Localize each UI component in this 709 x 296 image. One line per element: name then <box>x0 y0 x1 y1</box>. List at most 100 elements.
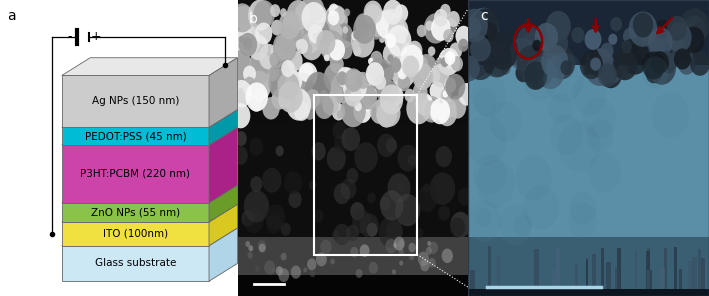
Circle shape <box>329 87 343 105</box>
Circle shape <box>332 103 345 120</box>
Circle shape <box>476 160 515 208</box>
Circle shape <box>257 240 266 251</box>
Circle shape <box>344 9 350 16</box>
Circle shape <box>548 46 576 79</box>
Circle shape <box>399 249 404 255</box>
Circle shape <box>633 12 653 38</box>
Circle shape <box>262 168 281 193</box>
Circle shape <box>329 23 342 41</box>
Bar <box>313 95 417 255</box>
Circle shape <box>368 58 374 65</box>
Circle shape <box>360 213 379 238</box>
Circle shape <box>683 27 705 53</box>
Circle shape <box>337 67 353 88</box>
Circle shape <box>398 67 407 79</box>
Circle shape <box>298 62 318 87</box>
Circle shape <box>250 95 263 112</box>
Polygon shape <box>62 246 209 281</box>
Circle shape <box>379 196 390 210</box>
Polygon shape <box>209 127 238 203</box>
Circle shape <box>328 4 339 17</box>
Circle shape <box>447 11 460 27</box>
Circle shape <box>379 217 403 248</box>
Circle shape <box>450 43 462 59</box>
Circle shape <box>321 28 334 44</box>
Circle shape <box>417 186 437 212</box>
Circle shape <box>294 26 310 48</box>
Circle shape <box>364 7 389 40</box>
Circle shape <box>299 1 316 21</box>
Circle shape <box>305 107 315 120</box>
Circle shape <box>330 259 335 265</box>
Text: a: a <box>7 9 16 23</box>
Circle shape <box>306 72 330 104</box>
Circle shape <box>450 58 461 72</box>
Circle shape <box>398 145 418 171</box>
Circle shape <box>244 208 264 234</box>
Circle shape <box>582 98 616 139</box>
Polygon shape <box>209 110 238 145</box>
Circle shape <box>320 30 344 62</box>
Circle shape <box>451 56 463 72</box>
Circle shape <box>389 17 408 43</box>
Circle shape <box>638 31 664 63</box>
Circle shape <box>243 37 252 49</box>
Text: P3HT:PCBM (220 nm): P3HT:PCBM (220 nm) <box>80 169 191 179</box>
Circle shape <box>608 34 618 45</box>
Circle shape <box>393 81 403 94</box>
Circle shape <box>408 243 415 252</box>
Circle shape <box>430 81 445 101</box>
Circle shape <box>271 20 283 36</box>
Circle shape <box>623 28 637 45</box>
Circle shape <box>356 269 362 278</box>
Circle shape <box>610 17 622 31</box>
Circle shape <box>238 36 244 43</box>
Circle shape <box>296 4 310 22</box>
Text: +: + <box>91 30 101 43</box>
Circle shape <box>281 253 286 260</box>
Circle shape <box>294 0 318 30</box>
Circle shape <box>269 52 283 68</box>
Text: ITO (100nm): ITO (100nm) <box>103 229 168 239</box>
Text: b: b <box>249 12 258 26</box>
Circle shape <box>320 257 324 262</box>
Bar <box>586 260 588 293</box>
Circle shape <box>247 70 271 101</box>
Circle shape <box>328 10 340 25</box>
Circle shape <box>308 24 323 43</box>
Circle shape <box>299 63 313 82</box>
Circle shape <box>306 0 324 21</box>
Circle shape <box>286 51 303 71</box>
Circle shape <box>413 63 433 90</box>
Circle shape <box>322 29 345 59</box>
Circle shape <box>345 89 351 97</box>
Circle shape <box>358 85 377 110</box>
Circle shape <box>413 55 428 74</box>
Bar <box>615 267 618 293</box>
Circle shape <box>515 64 531 82</box>
Circle shape <box>442 99 457 118</box>
Bar <box>489 246 491 293</box>
Circle shape <box>398 239 404 247</box>
Circle shape <box>458 83 476 106</box>
Polygon shape <box>62 145 209 203</box>
Circle shape <box>303 268 307 272</box>
Circle shape <box>549 93 573 123</box>
Circle shape <box>450 218 465 237</box>
Circle shape <box>447 49 457 61</box>
Bar <box>470 270 476 293</box>
Circle shape <box>413 62 433 88</box>
Circle shape <box>465 114 506 165</box>
Circle shape <box>296 40 303 49</box>
Circle shape <box>281 23 301 50</box>
Circle shape <box>277 267 283 274</box>
Circle shape <box>572 74 606 115</box>
Circle shape <box>375 98 387 113</box>
Bar <box>674 247 677 293</box>
Polygon shape <box>62 110 238 127</box>
Circle shape <box>267 68 277 81</box>
Circle shape <box>399 260 403 266</box>
Circle shape <box>580 51 603 79</box>
Circle shape <box>327 147 346 171</box>
Bar <box>468 0 709 65</box>
